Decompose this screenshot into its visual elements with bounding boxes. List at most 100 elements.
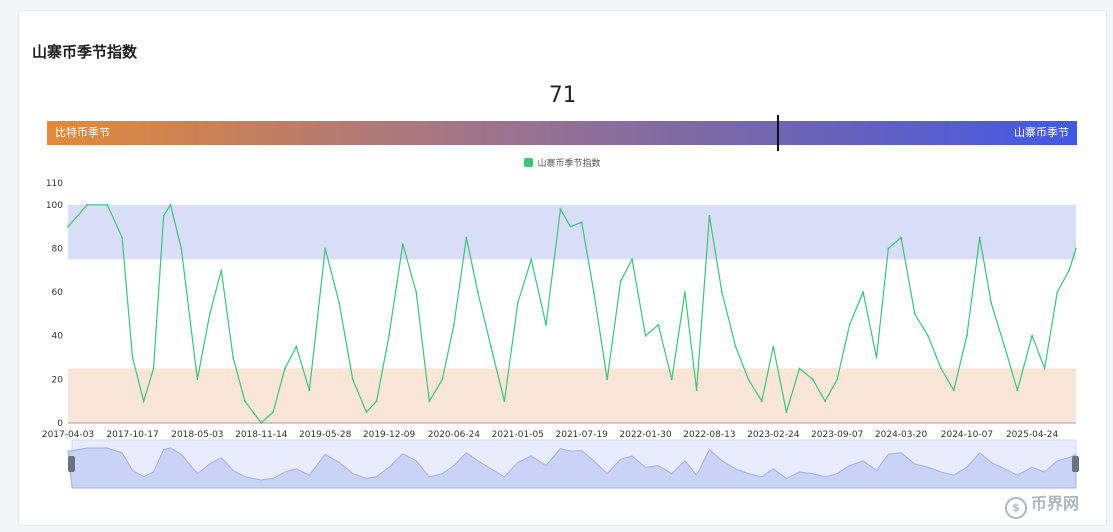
data-point xyxy=(351,378,354,381)
data-point xyxy=(401,243,404,245)
altcoin-season-label: 山寨币季节 xyxy=(1014,126,1069,139)
data-point xyxy=(453,323,455,326)
x-tick-label: 2019-12-09 xyxy=(363,430,416,440)
data-point xyxy=(772,345,775,348)
data-point xyxy=(592,291,595,293)
x-tick-label: 2019-05-28 xyxy=(299,430,352,440)
data-point xyxy=(465,236,468,239)
series-line xyxy=(67,203,1077,424)
data-point xyxy=(887,247,890,250)
data-point xyxy=(220,269,223,272)
y-tick-label: 0 xyxy=(57,419,63,429)
y-tick-label: 20 xyxy=(52,375,64,385)
data-point xyxy=(990,302,993,304)
data-point xyxy=(428,400,431,403)
site-logo: $ 币界网 xyxy=(1005,490,1079,519)
legend-label: 山寨币季节指数 xyxy=(537,159,601,169)
data-point xyxy=(1056,291,1059,293)
data-point xyxy=(365,411,368,413)
data-point xyxy=(848,323,851,326)
data-point xyxy=(283,367,286,370)
data-point xyxy=(530,258,533,261)
data-point xyxy=(1016,389,1019,392)
data-point xyxy=(824,400,826,403)
data-point xyxy=(375,400,378,403)
data-point xyxy=(180,247,183,250)
y-tick-label: 60 xyxy=(52,288,64,298)
data-point xyxy=(516,302,519,304)
x-tick-label: 2023-09-07 xyxy=(811,430,863,440)
x-tick-label: 2022-01-30 xyxy=(619,430,672,440)
x-tick-label: 2023-02-24 xyxy=(747,430,800,440)
data-point xyxy=(1075,247,1077,250)
zoom-slider-preview xyxy=(67,447,1077,489)
data-point xyxy=(812,378,814,381)
data-point xyxy=(580,221,583,224)
x-tick-label: 2017-10-17 xyxy=(106,430,158,440)
data-point xyxy=(131,356,134,359)
data-point xyxy=(388,334,390,337)
data-point xyxy=(606,378,609,381)
x-tick-label: 2020-06-24 xyxy=(428,430,481,440)
bitcoin-season-band xyxy=(68,368,1076,423)
data-point xyxy=(1043,367,1046,370)
x-tick-label: 2021-07-19 xyxy=(556,430,609,440)
data-point xyxy=(441,378,444,381)
data-point xyxy=(862,291,864,293)
y-tick-label: 80 xyxy=(52,244,64,254)
data-point xyxy=(631,258,634,261)
data-point xyxy=(106,203,109,206)
data-point xyxy=(670,378,673,381)
data-point xyxy=(490,345,492,348)
current-index-marker xyxy=(777,115,780,151)
y-tick-label: 100 xyxy=(46,201,63,211)
data-point xyxy=(272,411,274,413)
chart-legend[interactable]: 山寨币季节指数 xyxy=(19,156,1106,169)
x-tick-label: 2024-10-07 xyxy=(941,430,993,440)
data-point xyxy=(86,203,89,206)
data-point xyxy=(67,225,69,228)
x-tick-label: 2018-05-03 xyxy=(171,430,223,440)
season-gradient-bar: 比特币季节 山寨币季节 xyxy=(47,121,1077,145)
data-point xyxy=(760,400,763,403)
page-title: 山寨币季节指数 xyxy=(32,43,138,61)
site-logo-text: 币界网 xyxy=(1031,494,1080,513)
data-point xyxy=(121,236,123,239)
data-point xyxy=(966,334,968,337)
data-point xyxy=(1031,334,1034,337)
data-point xyxy=(747,378,750,381)
data-point xyxy=(913,313,916,315)
data-point xyxy=(798,367,801,370)
data-point xyxy=(952,389,955,392)
data-point xyxy=(734,345,737,348)
data-point xyxy=(338,302,341,304)
data-point xyxy=(683,291,686,293)
data-point xyxy=(559,208,562,211)
data-point xyxy=(900,236,902,239)
data-point xyxy=(927,334,929,337)
data-point xyxy=(708,214,711,217)
data-point xyxy=(142,400,145,403)
data-point xyxy=(503,400,506,403)
data-point xyxy=(243,400,246,403)
data-point xyxy=(569,225,572,228)
x-tick-label: 2022-08-13 xyxy=(683,430,735,440)
bitcoin-season-label: 比特币季节 xyxy=(55,126,110,139)
x-tick-label: 2025-04-24 xyxy=(1006,430,1059,440)
data-point xyxy=(940,367,942,370)
zoom-handle-right[interactable] xyxy=(1072,456,1079,472)
data-point xyxy=(619,280,622,283)
zoom-handle-left[interactable] xyxy=(68,456,75,472)
current-index-value: 71 xyxy=(549,83,576,108)
data-point xyxy=(324,247,327,250)
coin-icon: $ xyxy=(1005,497,1027,519)
data-point xyxy=(169,203,172,206)
data-point xyxy=(875,356,878,359)
altcoin-season-band xyxy=(68,204,1076,260)
data-point xyxy=(836,378,839,381)
x-tick-label: 2018-11-14 xyxy=(235,430,288,440)
data-point xyxy=(162,214,165,217)
data-point xyxy=(260,422,263,424)
data-point xyxy=(415,291,418,293)
